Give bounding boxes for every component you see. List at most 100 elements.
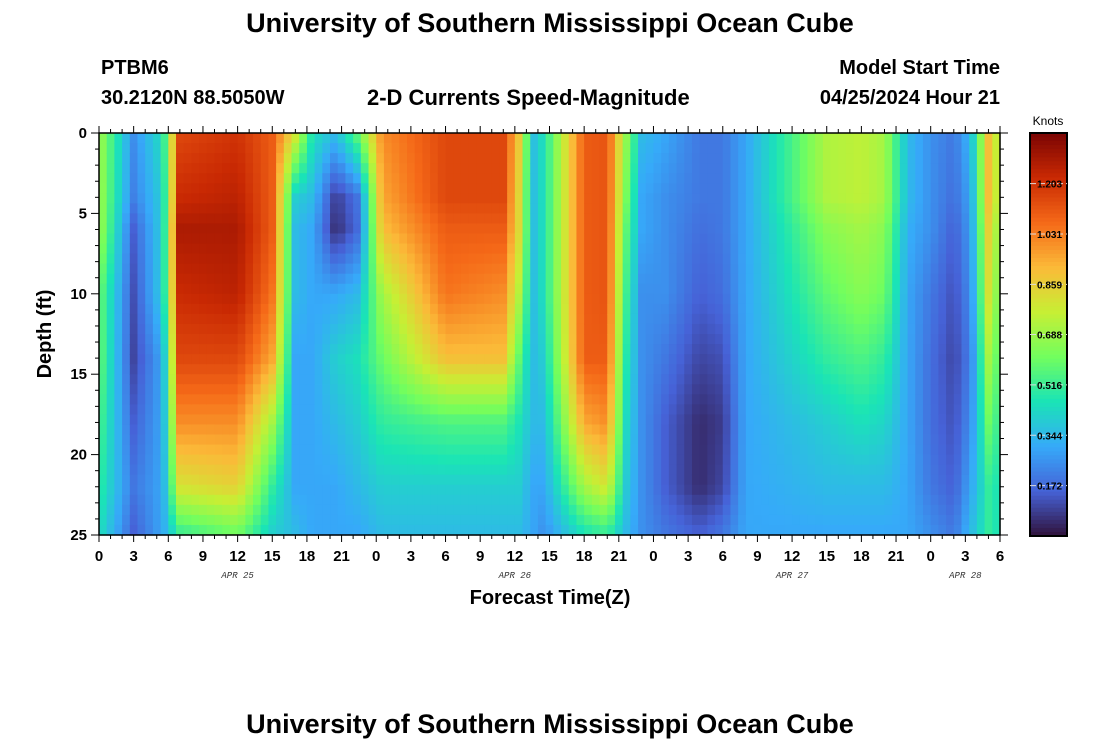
heatmap-cell <box>715 283 724 295</box>
heatmap-cell <box>129 344 139 355</box>
heatmap-cell <box>622 514 631 526</box>
heatmap-cell <box>268 303 277 315</box>
heatmap-cell <box>345 293 354 305</box>
heatmap-cell <box>222 203 231 214</box>
heatmap-cell <box>468 303 477 315</box>
heatmap-cell <box>584 193 593 204</box>
heatmap-cell <box>129 253 139 265</box>
heatmap-cell <box>630 374 639 385</box>
heatmap-cell <box>568 283 578 295</box>
heatmap-cell <box>753 504 762 516</box>
heatmap-cell <box>229 354 239 365</box>
heatmap-cell <box>684 464 693 476</box>
heatmap-cell <box>807 233 816 245</box>
heatmap-cell <box>237 424 246 436</box>
heatmap-cell <box>699 454 708 466</box>
heatmap-cell <box>899 404 909 415</box>
heatmap-cell <box>599 133 608 144</box>
heatmap-cell <box>561 223 570 235</box>
heatmap-cell <box>391 344 400 355</box>
heatmap-cell <box>992 173 1001 184</box>
heatmap-cell <box>992 223 1001 235</box>
heatmap-cell <box>445 494 454 506</box>
heatmap-cell <box>568 293 578 305</box>
heatmap-cell <box>337 484 347 496</box>
heatmap-cell <box>191 263 200 275</box>
heatmap-cell <box>922 143 932 154</box>
heatmap-cell <box>245 293 254 305</box>
heatmap-cell <box>861 474 870 486</box>
heatmap-cell <box>399 163 408 174</box>
heatmap-cell <box>129 133 139 144</box>
heatmap-cell <box>106 173 115 184</box>
heatmap-cell <box>930 183 939 194</box>
heatmap-cell <box>206 334 216 345</box>
heatmap-cell <box>468 444 477 456</box>
heatmap-cell <box>453 273 462 285</box>
heatmap-cell <box>684 444 693 456</box>
heatmap-cell <box>199 273 208 285</box>
heatmap-cell <box>353 323 362 335</box>
heatmap-cell <box>276 283 285 295</box>
heatmap-cell <box>853 193 862 204</box>
heatmap-cell <box>176 414 185 426</box>
heatmap-cell <box>460 354 470 365</box>
heatmap-cell <box>491 253 501 265</box>
heatmap-cell <box>383 494 393 506</box>
heatmap-cell <box>553 223 562 235</box>
heatmap-cell <box>768 364 778 375</box>
heatmap-cell <box>507 163 516 174</box>
heatmap-cell <box>122 223 131 235</box>
colorbar-swatch <box>1030 314 1067 319</box>
heatmap-cell <box>553 434 562 446</box>
heatmap-cell <box>568 524 578 536</box>
heatmap-cell <box>414 394 424 405</box>
heatmap-cell <box>969 313 978 325</box>
heatmap-cell <box>168 303 177 315</box>
heatmap-cell <box>638 143 647 154</box>
heatmap-cell <box>314 283 323 295</box>
heatmap-cell <box>768 263 778 275</box>
heatmap-cell <box>229 273 239 285</box>
heatmap-cell <box>815 233 824 245</box>
heatmap-cell <box>383 203 393 214</box>
heatmap-cell <box>799 213 809 225</box>
heatmap-cell <box>183 213 193 225</box>
heatmap-cell <box>776 484 785 496</box>
heatmap-cell <box>414 354 424 365</box>
heatmap-cell <box>992 203 1001 214</box>
heatmap-cell <box>992 243 1001 255</box>
heatmap-cell <box>745 374 755 385</box>
heatmap-cell <box>699 323 708 335</box>
heatmap-cell <box>322 263 331 275</box>
heatmap-cell <box>337 213 347 225</box>
heatmap-cell <box>930 484 939 496</box>
heatmap-cell <box>468 203 477 214</box>
heatmap-cell <box>283 374 293 385</box>
heatmap-cell <box>499 364 508 375</box>
heatmap-cell <box>145 243 154 255</box>
heatmap-cell <box>653 454 662 466</box>
heatmap-cell <box>160 193 169 204</box>
heatmap-cell <box>360 384 370 395</box>
heatmap-cell <box>476 203 485 214</box>
heatmap-cell <box>276 163 285 174</box>
heatmap-cell <box>245 263 254 275</box>
heatmap-cell <box>114 334 123 345</box>
heatmap-cell <box>491 434 501 446</box>
heatmap-cell <box>391 323 400 335</box>
heatmap-cell <box>360 293 370 305</box>
heatmap-cell <box>645 233 655 245</box>
heatmap-cell <box>206 163 216 174</box>
heatmap-cell <box>768 504 778 516</box>
heatmap-cell <box>214 183 223 194</box>
heatmap-cell <box>276 323 285 335</box>
heatmap-cell <box>630 163 639 174</box>
heatmap-cell <box>707 233 716 245</box>
heatmap-cell <box>707 494 716 506</box>
heatmap-cell <box>745 253 755 265</box>
heatmap-cell <box>822 153 832 164</box>
heatmap-cell <box>168 464 177 476</box>
heatmap-cell <box>992 323 1001 335</box>
heatmap-cell <box>222 303 231 315</box>
